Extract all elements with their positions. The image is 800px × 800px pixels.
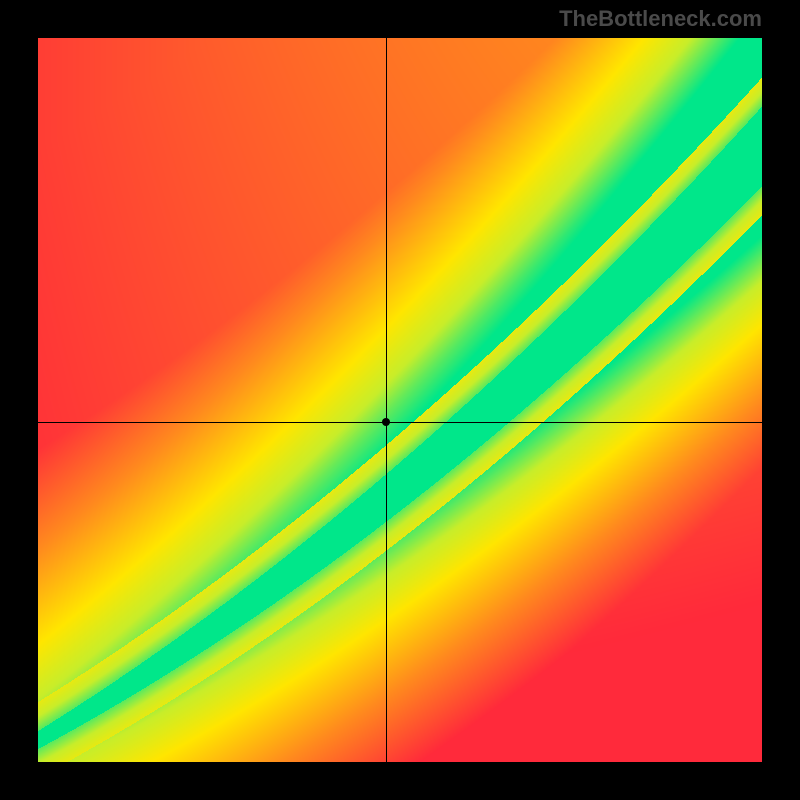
crosshair-horizontal [38, 422, 762, 423]
watermark-text: TheBottleneck.com [559, 6, 762, 32]
heatmap-canvas [38, 38, 762, 762]
crosshair-vertical [386, 38, 387, 762]
marker-dot [382, 418, 390, 426]
plot-area [38, 38, 762, 762]
chart-container: TheBottleneck.com [0, 0, 800, 800]
